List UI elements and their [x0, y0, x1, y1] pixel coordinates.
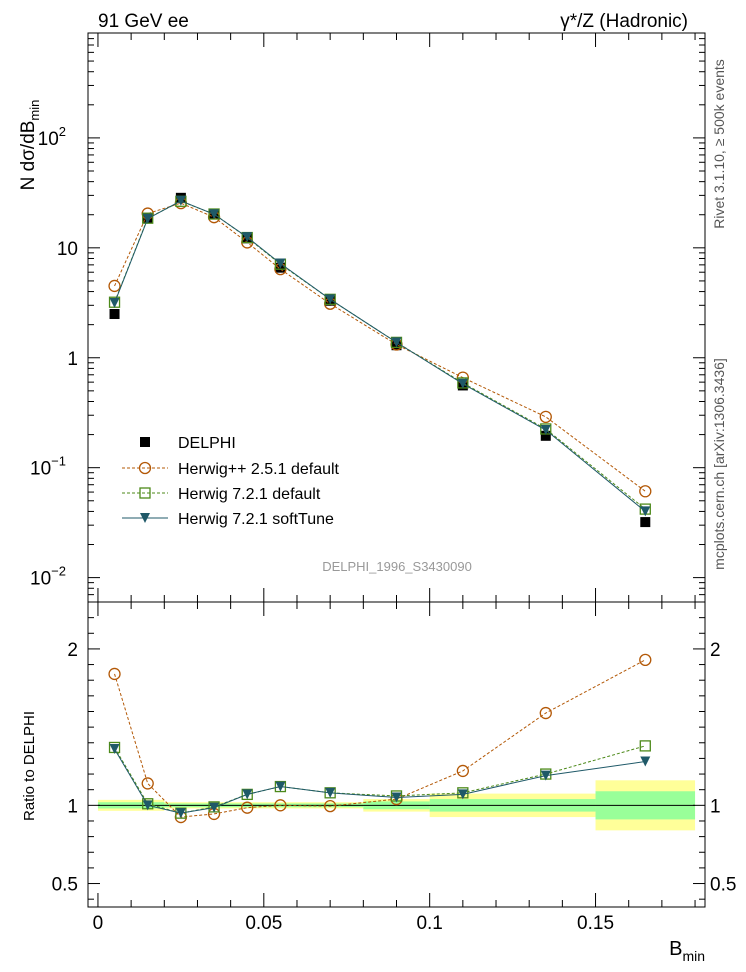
- main-series-1-point: [108, 279, 121, 293]
- ratio-y-tick-label: 2: [67, 640, 78, 661]
- main-y-tick-base: 1: [67, 349, 78, 370]
- main-series-0-point: [109, 309, 120, 320]
- main-series-3-point: [325, 294, 336, 305]
- x-axis-label-sub: min: [682, 948, 705, 964]
- main-y-tick-base: 10: [38, 129, 59, 150]
- ratio-series-0-point: [108, 667, 121, 681]
- main-series-3-point: [457, 378, 468, 389]
- main-series-0-point: [640, 517, 651, 528]
- main-series-3-point: [142, 213, 153, 224]
- ratio-y-tick-label: 1: [67, 796, 78, 817]
- main-series-3-point: [391, 337, 402, 348]
- ratio-y-axis-label: Ratio to DELPHI: [21, 711, 38, 821]
- main-series-3-point: [175, 195, 186, 206]
- x-tick-label: 0.1: [416, 913, 442, 934]
- ratio-y-tick-label-right: 1: [710, 796, 721, 817]
- legend-marker-0: [140, 437, 150, 447]
- ratio-series-0-point: [241, 801, 254, 814]
- main-y-axis-label-text: N dσ/dB: [18, 121, 39, 191]
- legend-label-2: Herwig 7.2.1 default: [178, 486, 321, 503]
- ratio-series-2-point: [457, 789, 468, 800]
- ratio-series-2-point: [242, 789, 253, 800]
- ratio-series-2-point: [640, 756, 651, 767]
- mcplots-label: mcplots.cern.ch [arXiv:1306.3436]: [711, 358, 727, 570]
- legend-marker-1: [138, 461, 152, 475]
- main-series-3-point: [540, 425, 551, 436]
- main-series-0-point: [540, 430, 551, 441]
- legend: DELPHI Herwig++ 2.5.1 default Herwig 7.2.1…: [122, 435, 340, 528]
- ratio-series-0-point: [456, 764, 469, 778]
- main-series-1-point: [639, 485, 652, 498]
- ratio-y-tick-label: 0.5: [52, 875, 78, 896]
- ratio-frame: [87, 601, 706, 908]
- x-tick-label: 0: [93, 913, 104, 934]
- x-axis-label: Bmin: [669, 938, 705, 964]
- main-y-tick-exp: 2: [59, 124, 66, 139]
- ratio-series-line-0: [114, 659, 646, 818]
- main-y-tick-label: 102: [38, 124, 66, 150]
- main-series-3-point: [242, 232, 253, 243]
- legend-label-3: Herwig 7.2.1 softTune: [178, 511, 334, 528]
- ratio-series-2-point: [175, 808, 186, 819]
- legend-label-0: DELPHI: [178, 435, 236, 452]
- ratio-series-0-point: [274, 799, 287, 812]
- main-y-tick-exp: −2: [51, 564, 66, 579]
- main-y-tick-label: 10−1: [30, 454, 66, 480]
- ratio-panel: 0.5 0.5 1 1 2 2 0 0.05 0.1 0.15: [52, 601, 736, 934]
- x-tick-label: 0.15: [577, 913, 614, 934]
- ratio-series-2-point: [540, 770, 551, 781]
- ratio-series-2-point: [142, 800, 153, 811]
- legend-marker-2: [139, 487, 151, 499]
- main-y-axis-label: N dσ/dBmin: [18, 100, 42, 191]
- main-y-axis-label-sub: min: [27, 100, 42, 121]
- ratio-series-2-point: [275, 781, 286, 792]
- ratio-series-2-point: [325, 787, 336, 798]
- main-y-tick-label: 10: [57, 239, 78, 260]
- main-series-3-point: [275, 258, 286, 269]
- main-y-tick-label: 1: [67, 349, 78, 370]
- x-axis-label-text: B: [669, 938, 682, 960]
- legend-label-1: Herwig++ 2.5.1 default: [178, 461, 340, 478]
- ratio-series-2-point: [209, 802, 220, 813]
- legend-marker-3: [140, 513, 150, 523]
- main-y-tick-exp: −1: [51, 454, 66, 469]
- analysis-watermark: DELPHI_1996_S3430090: [322, 559, 472, 574]
- ratio-y-tick-label-right: 2: [710, 640, 721, 661]
- main-series-3-point: [109, 297, 120, 308]
- ratio-series-2-point: [109, 744, 120, 755]
- ratio-y-tick-label-right: 0.5: [710, 875, 736, 896]
- ratio-series-0-point: [324, 799, 337, 813]
- main-y-tick-base: 10: [30, 569, 51, 590]
- rivet-label: Rivet 3.1.10, ≥ 500k events: [711, 59, 727, 229]
- ratio-series-1-point: [639, 740, 651, 752]
- ratio-series-0-point: [141, 777, 154, 790]
- main-y-tick-label: 10−2: [30, 564, 66, 590]
- main-series-1-point: [539, 410, 552, 424]
- header-right: γ*/Z (Hadronic): [560, 11, 688, 32]
- ratio-series-0-point: [639, 653, 652, 667]
- main-series-3-point: [209, 209, 220, 220]
- x-tick-label: 0.05: [245, 913, 282, 934]
- main-series-3-point: [640, 506, 651, 517]
- header-left: 91 GeV ee: [98, 11, 189, 32]
- main-y-tick-base: 10: [30, 459, 51, 480]
- ratio-series-2-point: [391, 792, 402, 803]
- ratio-series-0-point: [539, 706, 552, 720]
- main-y-tick-base: 10: [57, 239, 78, 260]
